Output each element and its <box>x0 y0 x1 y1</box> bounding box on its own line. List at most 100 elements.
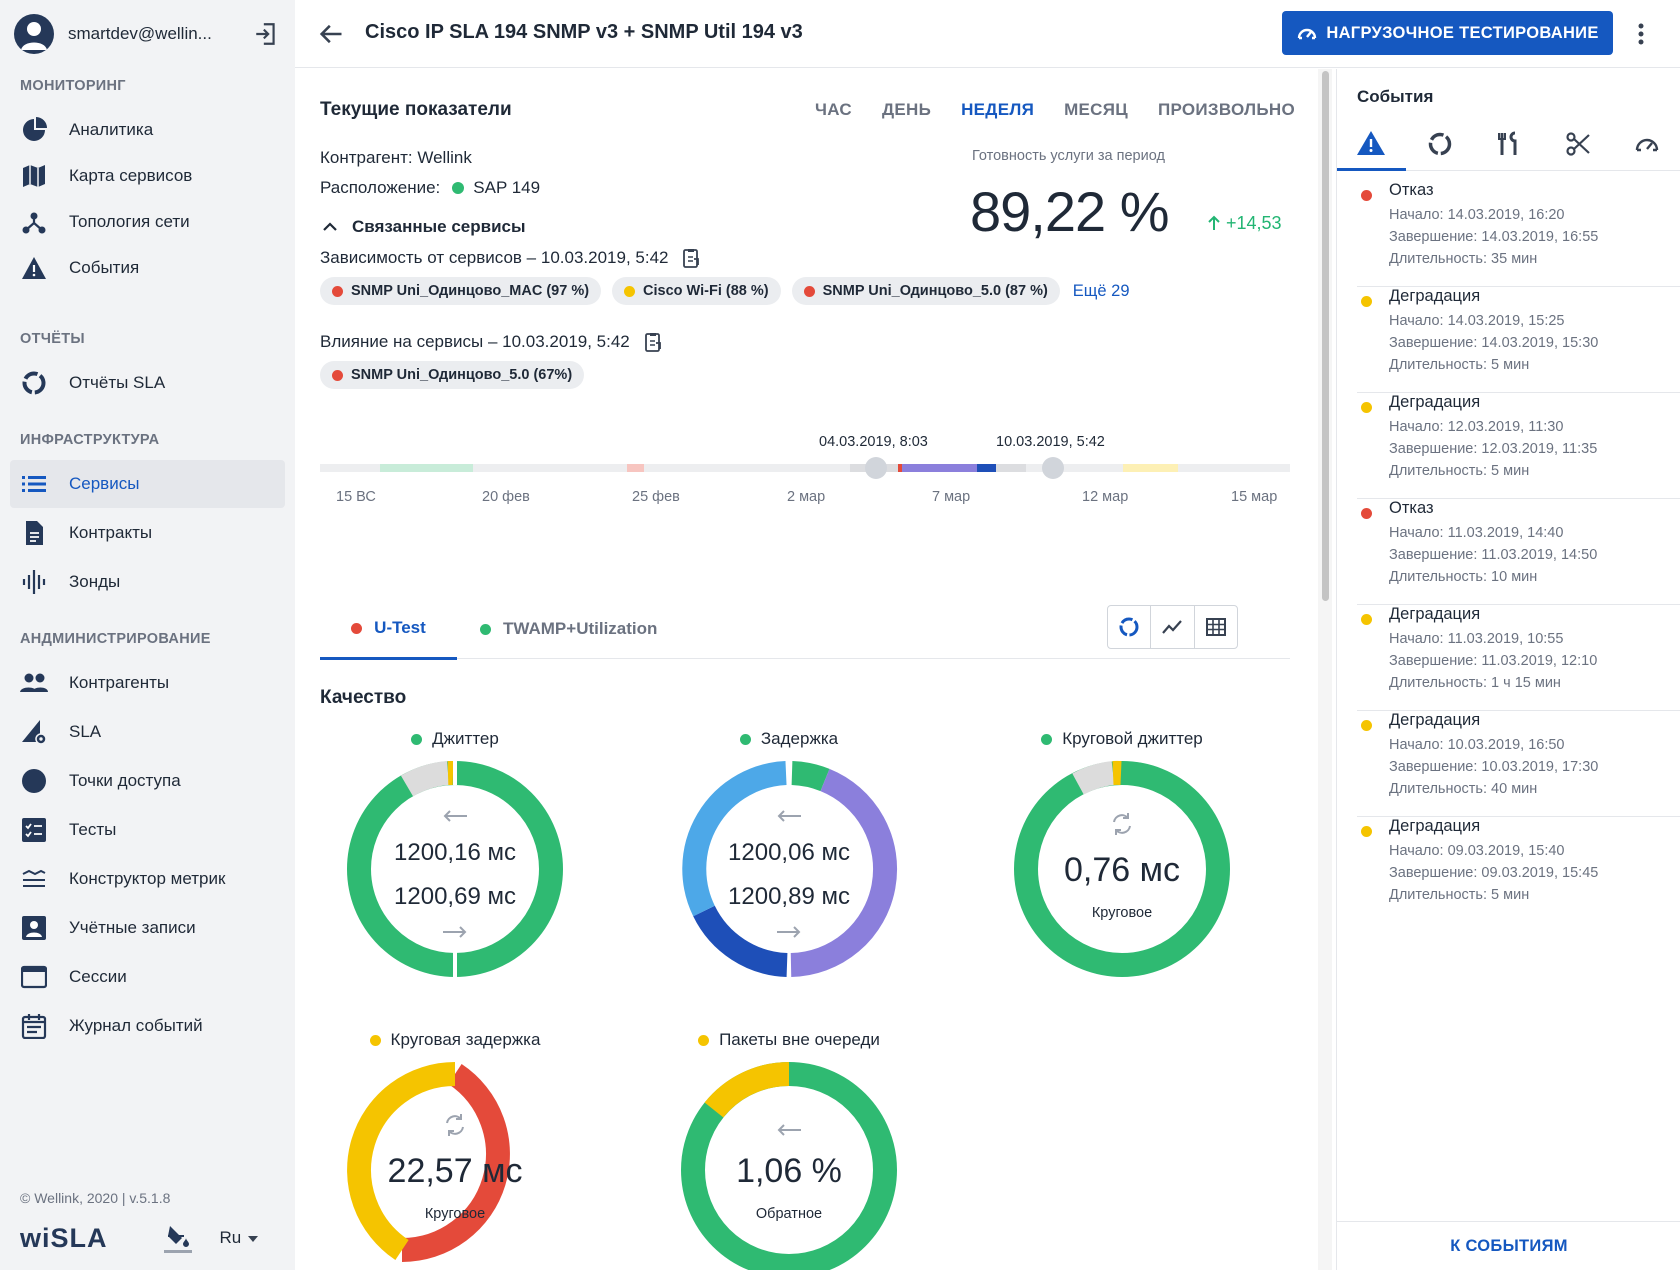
sidebar-item-services[interactable]: Сервисы <box>10 460 285 508</box>
sidebar-item-label: Журнал событий <box>69 1016 203 1035</box>
timeline-tick: 15 ВС <box>336 489 376 505</box>
event-status-dot <box>1361 296 1372 307</box>
main-scrollbar[interactable] <box>1318 69 1332 1270</box>
sidebar-item-service-map[interactable]: Карта сервисов <box>10 152 285 200</box>
donut-roundtrip-delay[interactable]: Круговая задержка 22,57 мс Круговое <box>345 1030 565 1270</box>
event-end: Завершение: 11.03.2019, 12:10 <box>1389 653 1598 669</box>
location-label: Расположение: <box>320 178 441 197</box>
events-tab-maintenance[interactable] <box>1475 117 1544 171</box>
sidebar-item-analytics[interactable]: Аналитика <box>10 106 285 154</box>
service-chip[interactable]: Cisco Wi-Fi (88 %) <box>612 277 781 305</box>
refresh-icon <box>446 1114 464 1136</box>
donut-ring <box>347 760 563 979</box>
period-hour[interactable]: ЧАС <box>815 100 852 119</box>
section-administration: АНДМИНИСТРИРОВАНИЕ <box>20 631 211 647</box>
events-tab-sla[interactable] <box>1406 117 1475 171</box>
donut-label: Круговая задержка <box>345 1030 565 1050</box>
sidebar-item-label: Тесты <box>69 820 117 839</box>
event-type: Деградация <box>1389 287 1481 305</box>
sidebar-item-probes[interactable]: Зонды <box>10 558 285 606</box>
donut-delay[interactable]: Задержка 1200,06 мс 1200,89 мс <box>679 729 899 999</box>
event-item[interactable]: Деградация Начало: 09.03.2019, 15:40 Зав… <box>1357 817 1680 923</box>
timeline[interactable]: 04.03.2019, 8:03 10.03.2019, 5:42 15 ВС … <box>320 429 1290 509</box>
sidebar-item-sessions[interactable]: Сессии <box>10 953 285 1001</box>
logout-icon[interactable] <box>253 21 279 47</box>
sidebar-item-topology[interactable]: Топология сети <box>10 198 285 246</box>
sidebar-item-tests[interactable]: Тесты <box>10 806 285 854</box>
donut-icon <box>1428 132 1452 156</box>
donut-jitter[interactable]: Джиттер 1200,16 мс 1200,69 мс <box>345 729 565 999</box>
chip-status-dot <box>332 369 343 381</box>
donut-roundtrip-jitter[interactable]: Круговой джиттер 0,76 мс Круговое <box>1012 729 1232 999</box>
warning-icon <box>20 254 48 282</box>
pie-chart-icon <box>20 116 48 144</box>
sidebar-item-sla[interactable]: SLA <box>10 708 285 756</box>
timeline-start-handle[interactable] <box>865 457 887 479</box>
event-item[interactable]: Деградация Начало: 14.03.2019, 15:25 Зав… <box>1357 287 1680 393</box>
paint-bucket-icon[interactable] <box>163 1222 192 1254</box>
donut-status-dot <box>369 1034 381 1046</box>
events-tab-load[interactable] <box>1612 117 1680 171</box>
scrollbar-thumb[interactable] <box>1322 71 1329 601</box>
language-select[interactable]: Ru <box>220 1228 266 1248</box>
tab-u-test[interactable]: U-Test <box>320 599 457 660</box>
gauge-icon <box>1298 28 1317 40</box>
copy-icon[interactable] <box>642 331 664 353</box>
timeline-end-handle[interactable] <box>1042 457 1064 479</box>
timeline-segment-warn <box>1123 464 1178 472</box>
back-arrow-icon[interactable] <box>317 20 345 48</box>
more-services-link[interactable]: Ещё 29 <box>1072 281 1130 300</box>
chip-status-dot <box>332 285 343 297</box>
events-tab-cuts[interactable] <box>1543 117 1612 171</box>
period-day[interactable]: ДЕНЬ <box>881 100 932 119</box>
view-table-button[interactable] <box>1195 606 1237 648</box>
donut-out-of-order[interactable]: Пакеты вне очереди 1,06 % Обратное <box>679 1030 899 1270</box>
donut-status-dot <box>698 1034 710 1046</box>
sidebar-item-label: Точки доступа <box>69 771 181 790</box>
event-start: Начало: 11.03.2019, 10:55 <box>1389 631 1564 647</box>
copy-icon[interactable] <box>680 247 702 269</box>
events-tab-alerts[interactable] <box>1337 117 1406 171</box>
service-chip[interactable]: SNMP Uni_Одинцово_MAC (97 %) <box>320 277 602 305</box>
period-week[interactable]: НЕДЕЛЯ <box>961 100 1035 119</box>
roundtrip-jitter-sub: Круговое <box>1091 905 1153 921</box>
service-chip[interactable]: SNMP Uni_Одинцово_5.0 (87 %) <box>791 277 1060 305</box>
event-item[interactable]: Деградация Начало: 11.03.2019, 10:55 Зав… <box>1357 605 1680 711</box>
tab-twamp[interactable]: TWAMP+Utilization <box>480 599 657 659</box>
event-item[interactable]: Деградация Начало: 10.03.2019, 16:50 Зав… <box>1357 711 1680 817</box>
quality-title: Качество <box>320 687 407 708</box>
event-type: Деградация <box>1389 817 1481 835</box>
view-line-button[interactable] <box>1151 606 1195 648</box>
event-item[interactable]: Отказ Начало: 11.03.2019, 14:40 Завершен… <box>1357 499 1680 605</box>
view-donut-button[interactable] <box>1108 606 1152 648</box>
event-status-dot <box>1361 190 1372 201</box>
current-metrics-title: Текущие показатели <box>320 99 512 120</box>
load-test-button[interactable]: НАГРУЗОЧНОЕ ТЕСТИРОВАНИЕ <box>1282 11 1613 55</box>
donut-icon <box>20 369 48 397</box>
more-vert-icon[interactable] <box>1635 20 1647 48</box>
sidebar-item-sla-reports[interactable]: Отчёты SLA <box>10 359 285 407</box>
period-month[interactable]: МЕСЯЦ <box>1064 100 1128 119</box>
sidebar-item-accounts[interactable]: Учётные записи <box>10 904 285 952</box>
event-type: Отказ <box>1389 181 1434 199</box>
event-start: Начало: 09.03.2019, 15:40 <box>1389 843 1565 859</box>
event-item[interactable]: Деградация Начало: 12.03.2019, 11:30 Зав… <box>1357 393 1680 499</box>
event-item[interactable]: Отказ Начало: 14.03.2019, 16:20 Завершен… <box>1357 181 1680 287</box>
event-type: Деградация <box>1389 393 1481 411</box>
sidebar-item-label: Сервисы <box>69 474 140 493</box>
event-end: Завершение: 14.03.2019, 16:55 <box>1389 229 1599 245</box>
linked-services-toggle[interactable]: Связанные сервисы <box>320 217 526 237</box>
sidebar-item-contracts[interactable]: Контракты <box>10 509 285 557</box>
avatar[interactable] <box>14 14 54 54</box>
sidebar-item-metric-builder[interactable]: Конструктор метрик <box>10 855 285 903</box>
to-events-link[interactable]: К СОБЫТИЯМ <box>1337 1221 1680 1270</box>
sidebar-item-counterparties[interactable]: Контрагенты <box>10 659 285 707</box>
sidebar-item-events[interactable]: События <box>10 244 285 292</box>
sidebar-item-event-log[interactable]: Журнал событий <box>10 1002 285 1050</box>
service-chip[interactable]: SNMP Uni_Одинцово_5.0 (67%) <box>320 361 585 389</box>
sidebar-item-access-points[interactable]: Точки доступа <box>10 757 285 805</box>
events-filter-tabs <box>1337 117 1680 171</box>
tab-label: U-Test <box>374 618 426 637</box>
out-of-order-sub: Обратное <box>755 1206 823 1222</box>
period-custom[interactable]: ПРОИЗВОЛЬНО <box>1157 100 1295 119</box>
